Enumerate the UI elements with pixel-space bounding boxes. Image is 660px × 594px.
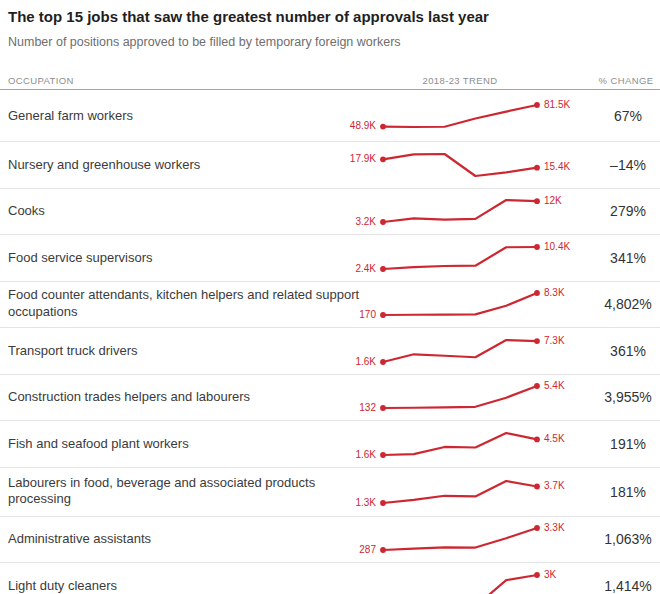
sparkline-chart [380,429,540,459]
table-row: Construction trades helpers and labourer… [0,375,660,422]
percent-change-value: 4,802% [600,296,656,312]
sparkline-endpoint-dot [534,244,540,250]
trend-start-value: 132 [359,402,376,414]
table-row: Administrative assistants 287 3.3K 1,063… [0,517,660,564]
sparkline-chart [380,150,540,180]
trend-sparkline: 3.2K 12K [300,189,580,235]
percent-change-value: 1,063% [600,531,656,547]
trend-start-value: 170 [359,309,376,321]
table-row: Labourers in food, beverage and associat… [0,468,660,517]
trend-sparkline: 3K [300,563,580,594]
trend-end-value: 7.3K [544,335,565,347]
percent-change-value: 191% [600,436,656,452]
sparkline-table: General farm workers 48.9K 81.5K 67% Nur… [0,90,660,594]
trend-end-value: 8.3K [544,287,565,299]
sparkline-chart [380,571,540,594]
percent-change-value: 341% [600,250,656,266]
percent-change-value: 1,414% [600,578,656,594]
sparkline-endpoint-dot [380,123,386,129]
percent-change-value: 361% [600,343,656,359]
trend-sparkline: 1.6K 7.3K [300,328,580,374]
trend-end-value: 81.5K [544,99,570,111]
sparkline-endpoint-dot [534,383,540,389]
table-row: Transport truck drivers 1.6K 7.3K 361% [0,328,660,375]
sparkline-chart [380,243,540,273]
table-row: Fish and seafood plant workers 1.6K 4.5K… [0,421,660,468]
sparkline-endpoint-dot [534,525,540,531]
table-row: Cooks 3.2K 12K 279% [0,189,660,236]
trend-start-value: 287 [359,544,376,556]
sparkline-endpoint-dot [380,405,386,411]
chart-title: The top 15 jobs that saw the greatest nu… [8,8,652,26]
table-row: Food counter attendants, kitchen helpers… [0,282,660,329]
sparkline-chart [380,336,540,366]
trend-sparkline: 1.3K 3.7K [300,468,580,516]
trend-sparkline: 132 5.4K [300,375,580,421]
sparkline-chart [380,524,540,554]
sparkline-endpoint-dot [534,102,540,108]
table-row: Light duty cleaners 3K 1,414% [0,563,660,594]
percent-change-value: 181% [600,484,656,500]
trend-end-value: 4.5K [544,433,565,445]
sparkline-endpoint-dot [380,500,386,506]
sparkline-endpoint-dot [380,452,386,458]
chart-subtitle: Number of positions approved to be fille… [8,35,652,50]
trend-start-value: 1.6K [355,356,376,368]
trend-end-value: 3K [544,569,556,581]
trend-sparkline: 2.4K 10.4K [300,235,580,281]
sparkline-endpoint-dot [380,219,386,225]
sparkline-chart [380,477,540,507]
trend-end-value: 3.3K [544,522,565,534]
sparkline-endpoint-dot [534,165,540,171]
table-row: Nursery and greenhouse workers 17.9K 15.… [0,142,660,189]
sparkline-endpoint-dot [380,156,386,162]
trend-sparkline: 287 3.3K [300,517,580,563]
table-row: Food service supervisors 2.4K 10.4K 341% [0,235,660,282]
trend-sparkline: 1.6K 4.5K [300,421,580,467]
trend-end-value: 5.4K [544,380,565,392]
sparkline-endpoint-dot [534,338,540,344]
sparkline-endpoint-dot [380,547,386,553]
sparkline-endpoint-dot [534,572,540,578]
trend-sparkline: 17.9K 15.4K [300,142,580,188]
sparkline-chart [380,382,540,412]
sparkline-chart [380,196,540,226]
trend-end-value: 12K [544,195,562,207]
percent-change-value: 3,955% [600,389,656,405]
column-header-occupation: OCCUPATION [8,75,74,86]
trend-end-value: 15.4K [544,161,570,173]
column-header-change: % CHANGE [596,75,656,86]
trend-start-value: 48.9K [350,120,376,132]
percent-change-value: 67% [600,108,656,124]
sparkline-endpoint-dot [534,436,540,442]
sparkline-endpoint-dot [380,359,386,365]
percent-change-value: –14% [600,157,656,173]
sparkline-endpoint-dot [534,483,540,489]
trend-sparkline: 170 8.3K [300,282,580,328]
sparkline-chart [380,289,540,319]
trend-end-value: 3.7K [544,480,565,492]
column-header-row: OCCUPATION 2018-23 TREND % CHANGE [0,74,660,90]
sparkline-chart [380,101,540,131]
trend-start-value: 1.3K [355,497,376,509]
sparkline-endpoint-dot [534,199,540,205]
trend-sparkline: 48.9K 81.5K [300,90,580,141]
sparkline-endpoint-dot [380,266,386,272]
trend-end-value: 10.4K [544,241,570,253]
trend-start-value: 1.6K [355,449,376,461]
sparkline-endpoint-dot [380,312,386,318]
table-row: General farm workers 48.9K 81.5K 67% [0,90,660,142]
trend-start-value: 17.9K [350,153,376,165]
column-header-trend: 2018-23 TREND [380,75,540,86]
trend-start-value: 2.4K [355,263,376,275]
percent-change-value: 279% [600,203,656,219]
trend-start-value: 3.2K [355,216,376,228]
sparkline-endpoint-dot [534,290,540,296]
